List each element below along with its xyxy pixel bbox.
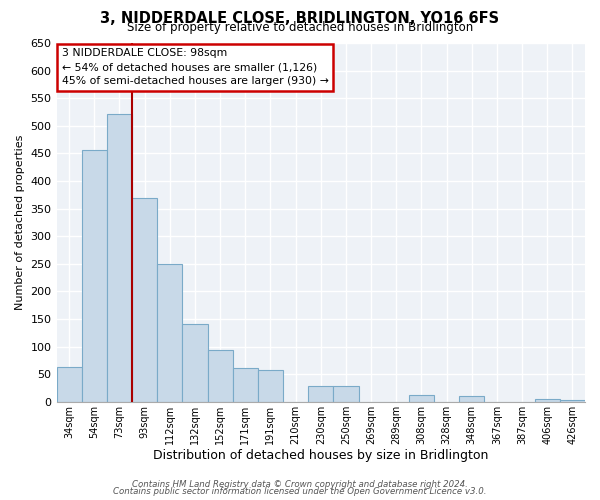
Bar — [258, 370, 283, 402]
Text: 3 NIDDERDALE CLOSE: 98sqm
← 54% of detached houses are smaller (1,126)
45% of se: 3 NIDDERDALE CLOSE: 98sqm ← 54% of detac… — [62, 48, 329, 86]
Bar — [208, 350, 233, 402]
Text: Size of property relative to detached houses in Bridlington: Size of property relative to detached ho… — [127, 21, 473, 34]
Bar — [182, 324, 208, 402]
Bar — [56, 367, 82, 402]
Bar — [157, 264, 182, 402]
Y-axis label: Number of detached properties: Number of detached properties — [15, 134, 25, 310]
Bar — [233, 368, 258, 402]
Bar — [132, 198, 157, 402]
Bar — [107, 114, 132, 402]
Text: 3, NIDDERDALE CLOSE, BRIDLINGTON, YO16 6FS: 3, NIDDERDALE CLOSE, BRIDLINGTON, YO16 6… — [100, 11, 500, 26]
Bar — [459, 396, 484, 402]
Text: Contains HM Land Registry data © Crown copyright and database right 2024.: Contains HM Land Registry data © Crown c… — [132, 480, 468, 489]
Bar — [560, 400, 585, 402]
Bar — [334, 386, 359, 402]
X-axis label: Distribution of detached houses by size in Bridlington: Distribution of detached houses by size … — [153, 450, 488, 462]
Text: Contains public sector information licensed under the Open Government Licence v3: Contains public sector information licen… — [113, 487, 487, 496]
Bar — [535, 399, 560, 402]
Bar — [82, 150, 107, 402]
Bar — [308, 386, 334, 402]
Bar — [409, 394, 434, 402]
